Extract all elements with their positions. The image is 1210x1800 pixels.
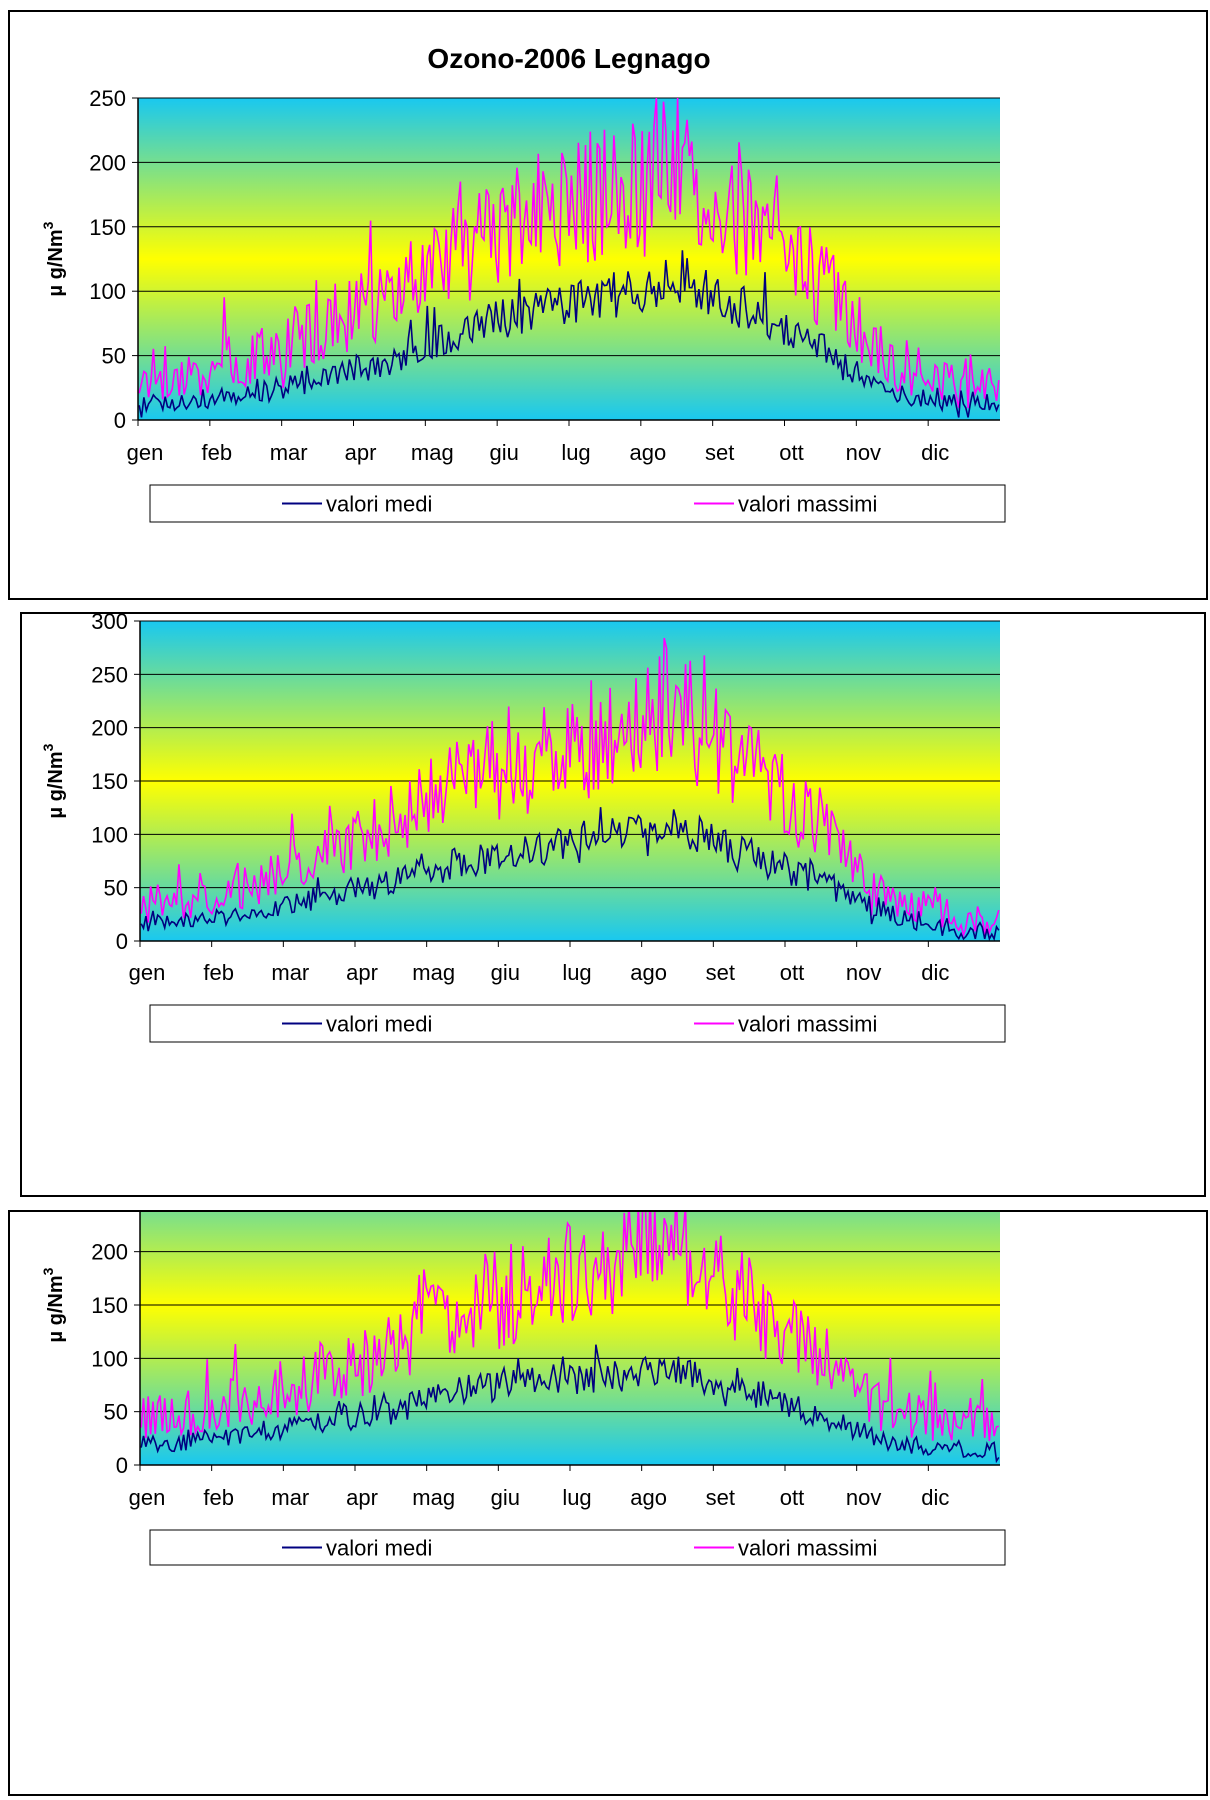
x-tick-label-mar: mar bbox=[271, 1485, 309, 1510]
y-axis-label-superscript: 3 bbox=[40, 221, 56, 229]
y-axis-label-superscript: 3 bbox=[40, 743, 56, 751]
chart-s-bonifacio: 0 50 100 150 200 250 300 gen feb mar apr mag giu lug a… bbox=[40, 614, 1006, 1043]
y-tick-label: 50 bbox=[104, 876, 128, 901]
chart-ca-del-bue: 050100150200250300genfebmaraprmaggiuluga… bbox=[40, 1212, 1006, 1566]
x-tick-label-feb: feb bbox=[203, 960, 234, 985]
x-tick-label-nov: nov bbox=[846, 960, 881, 985]
series-line-valori-massimi bbox=[140, 1212, 1000, 1442]
x-tick-label-set: set bbox=[706, 1485, 735, 1510]
x-tick-label-set: set bbox=[705, 440, 734, 465]
y-tick-label: 0 bbox=[114, 408, 126, 433]
y-tick-label: 0 bbox=[116, 929, 128, 954]
y-tick-label: 100 bbox=[91, 1346, 128, 1371]
series-line-valori-massimi bbox=[140, 637, 1000, 939]
y-axis-label-text: µ g/Nm bbox=[45, 751, 67, 818]
x-tick-label-set: set bbox=[706, 960, 735, 985]
x-tick-label-apr: apr bbox=[345, 440, 377, 465]
y-tick-label: 0 bbox=[116, 1453, 128, 1478]
x-tick-label-ott: ott bbox=[780, 960, 804, 985]
x-tick-label-mar: mar bbox=[270, 440, 308, 465]
y-tick-label: 200 bbox=[91, 1240, 128, 1265]
x-tick-label-gen: gen bbox=[129, 960, 166, 985]
y-axis-label: µ g/Nm3 bbox=[40, 1267, 67, 1342]
x-tick-label-dic: dic bbox=[921, 960, 949, 985]
chart-panel-s-bonifacio: 0 50 100 150 200 250 300 gen feb mar apr mag giu lug a… bbox=[20, 612, 1206, 1197]
x-tick-label-giu: giu bbox=[489, 440, 518, 465]
y-axis-label-text: µ g/Nm bbox=[45, 1275, 67, 1342]
y-axis-label: µ g/Nm3 bbox=[40, 743, 67, 818]
y-axis-label-text: µ g/Nm bbox=[45, 229, 67, 296]
x-tick-label-apr: apr bbox=[346, 960, 378, 985]
x-tick-label-mag: mag bbox=[412, 1485, 455, 1510]
x-tick-label-ago: ago bbox=[630, 960, 667, 985]
y-axis-label: µ g/Nm3 bbox=[40, 221, 67, 296]
x-tick-label-giu: giu bbox=[491, 960, 520, 985]
y-axis-label-superscript: 3 bbox=[40, 1267, 56, 1275]
x-tick-label-gen: gen bbox=[127, 440, 164, 465]
x-tick-label-ott: ott bbox=[779, 440, 803, 465]
x-tick-label-mag: mag bbox=[412, 960, 455, 985]
x-tick-label-ott: ott bbox=[780, 1485, 804, 1510]
x-tick-label-nov: nov bbox=[846, 1485, 881, 1510]
x-tick-label-ago: ago bbox=[629, 440, 666, 465]
x-tick-label-ago: ago bbox=[630, 1485, 667, 1510]
legend-label-valori-medi: valori medi bbox=[326, 1012, 432, 1037]
y-tick-label: 300 bbox=[91, 614, 128, 634]
x-tick-label-feb: feb bbox=[203, 1485, 234, 1510]
x-tick-label-nov: nov bbox=[846, 440, 881, 465]
x-tick-label-mar: mar bbox=[271, 960, 309, 985]
legend-label-valori-massimi: valori massimi bbox=[738, 1012, 877, 1037]
y-tick-label: 100 bbox=[89, 279, 126, 304]
x-tick-label-apr: apr bbox=[346, 1485, 378, 1510]
x-tick-label-lug: lug bbox=[562, 1485, 591, 1510]
legend-label-valori-medi: valori medi bbox=[326, 1536, 432, 1561]
y-tick-label: 250 bbox=[89, 86, 126, 111]
y-tick-label: 200 bbox=[91, 716, 128, 741]
x-tick-label-mag: mag bbox=[411, 440, 454, 465]
legend-label-valori-massimi: valori massimi bbox=[738, 1536, 877, 1561]
y-tick-label: 200 bbox=[89, 150, 126, 175]
series-line-valori-medi bbox=[140, 807, 1000, 941]
series-line-valori-massimi bbox=[138, 98, 1000, 409]
chart-legnago: 0 50 100 150 200 250 gen feb mar apr mag giu lug ago s… bbox=[40, 43, 1006, 523]
x-tick-label-feb: feb bbox=[202, 440, 233, 465]
series-line-valori-medi bbox=[138, 250, 1000, 418]
x-tick-label-dic: dic bbox=[921, 440, 949, 465]
legend-label-valori-medi: valori medi bbox=[326, 492, 432, 517]
y-tick-label: 150 bbox=[91, 769, 128, 794]
series-line-valori-medi bbox=[140, 1344, 1000, 1464]
chart-panel-ca-del-bue: 050100150200250300genfebmaraprmaggiuluga… bbox=[8, 1210, 1208, 1796]
y-tick-label: 150 bbox=[89, 215, 126, 240]
chart-title: Ozono-2006 Legnago bbox=[427, 43, 710, 74]
y-tick-label: 50 bbox=[104, 1400, 128, 1425]
plot-area bbox=[138, 98, 1000, 420]
y-tick-label: 250 bbox=[91, 662, 128, 687]
x-tick-label-lug: lug bbox=[562, 960, 591, 985]
legend-label-valori-massimi: valori massimi bbox=[738, 492, 877, 517]
y-tick-label: 150 bbox=[91, 1293, 128, 1318]
x-tick-label-gen: gen bbox=[129, 1485, 166, 1510]
y-tick-label: 100 bbox=[91, 822, 128, 847]
x-tick-label-dic: dic bbox=[921, 1485, 949, 1510]
chart-panel-legnago: 0 50 100 150 200 250 gen feb mar apr mag giu lug ago s… bbox=[8, 10, 1208, 600]
x-tick-label-giu: giu bbox=[491, 1485, 520, 1510]
y-tick-label: 50 bbox=[102, 344, 126, 369]
x-tick-label-lug: lug bbox=[561, 440, 590, 465]
